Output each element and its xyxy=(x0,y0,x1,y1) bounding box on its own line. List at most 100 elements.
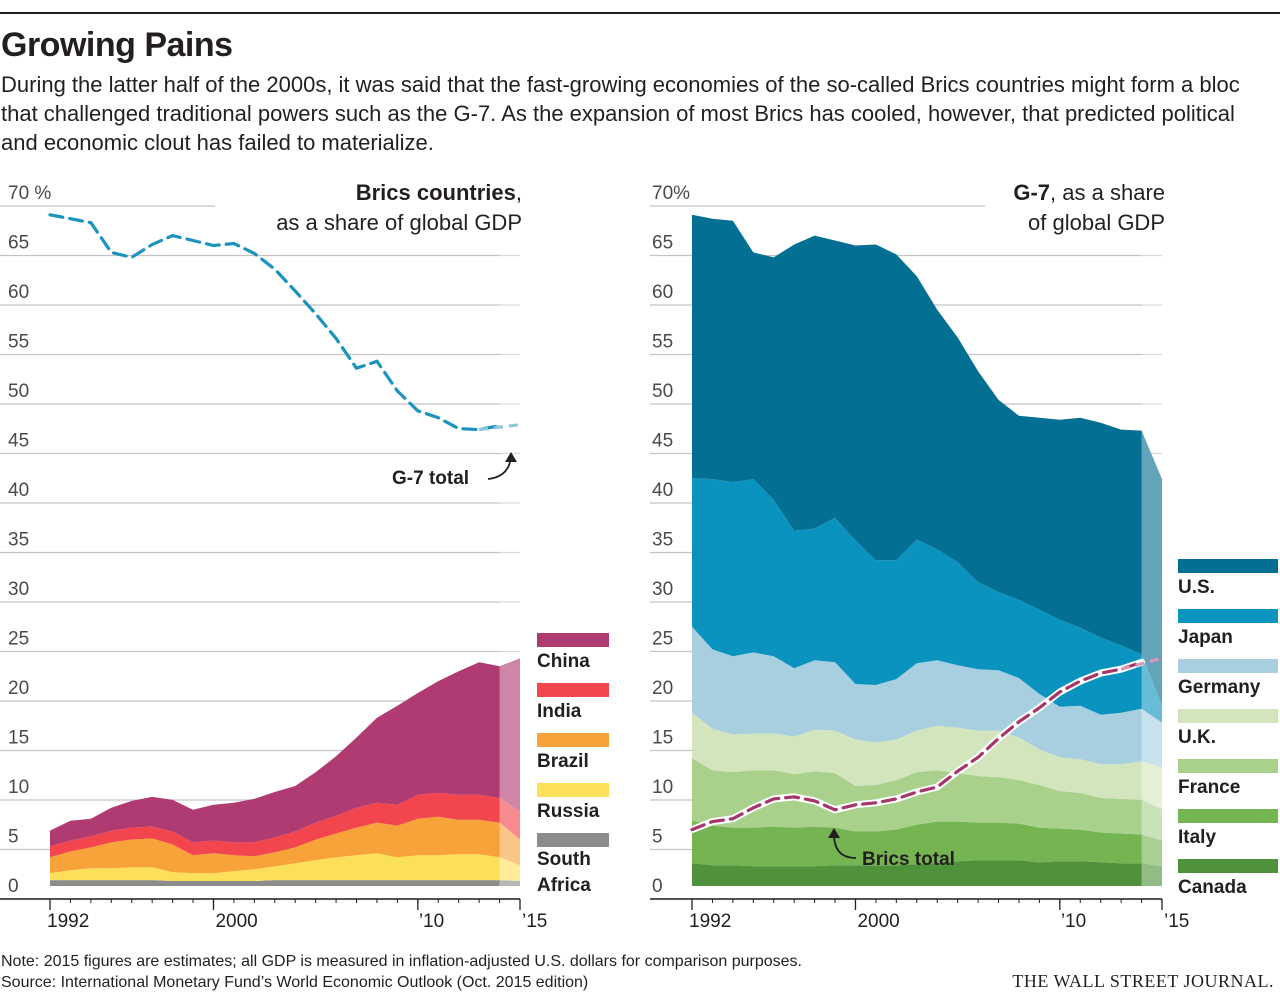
area-china xyxy=(50,658,520,847)
y-tick-label: 30 xyxy=(652,579,673,600)
legend-swatch-u-s- xyxy=(1178,559,1278,573)
area-south-africa xyxy=(50,880,520,886)
areas-0 xyxy=(50,658,520,886)
x-tick-label: 2000 xyxy=(215,911,257,932)
area-canada xyxy=(692,860,1162,886)
legend-swatch-india xyxy=(537,683,609,697)
area-u-k- xyxy=(692,712,1162,809)
y-tick-label: 70 % xyxy=(8,183,51,204)
panel-title-name: Brics countries xyxy=(356,180,516,205)
areas-1 xyxy=(692,214,1162,886)
annotation-arrowhead xyxy=(505,452,517,462)
chart-title: Growing Pains xyxy=(1,26,233,64)
y-tick-label: 55 xyxy=(652,332,673,353)
area-italy xyxy=(692,820,1162,867)
estimate-overlay xyxy=(1141,183,1163,888)
y-tick-label: 60 xyxy=(8,282,29,303)
estimate-overlay xyxy=(499,183,521,888)
x-tick-label: ’15 xyxy=(522,911,547,932)
area-germany xyxy=(692,626,1162,768)
panel-title: Brics countries, xyxy=(356,180,522,205)
area-brazil xyxy=(50,816,520,874)
y-tick-label: 40 xyxy=(8,480,29,501)
annotation-g7-total: G-7 total xyxy=(392,468,469,489)
y-tick-label: 35 xyxy=(8,530,29,551)
legend-label: South xyxy=(537,849,591,870)
panel-title: G-7, as a share xyxy=(1013,180,1165,205)
panel-subtitle: , xyxy=(516,180,522,205)
legend-label: Italy xyxy=(1178,827,1216,848)
y-tick-label: 45 xyxy=(8,431,29,452)
legend-swatch-germany xyxy=(1178,659,1278,673)
y-tick-label: 25 xyxy=(652,629,673,650)
y-tick-label: 30 xyxy=(8,579,29,600)
legend-label: Germany xyxy=(1178,677,1261,698)
x-tick-label: ’15 xyxy=(1164,911,1189,932)
legend-label: Canada xyxy=(1178,877,1247,898)
footnote: Note: 2015 figures are estimates; all GD… xyxy=(1,953,802,970)
legend-label: U.K. xyxy=(1178,727,1216,748)
legend-swatch-canada xyxy=(1178,859,1278,873)
x-tick-label: 2000 xyxy=(857,911,899,932)
area-france xyxy=(692,758,1162,841)
legend-swatch-china xyxy=(537,633,609,647)
y-tick-label: 25 xyxy=(8,629,29,650)
estimate-line xyxy=(478,423,521,432)
y-tick-label: 20 xyxy=(652,678,673,699)
legend-label: China xyxy=(537,651,590,672)
y-tick-label: 50 xyxy=(652,381,673,402)
panel-subtitle: as a share of global GDP xyxy=(276,210,522,235)
y-tick-label: 15 xyxy=(652,728,673,749)
y-tick-label: 10 xyxy=(8,777,29,798)
panel-subtitle: of global GDP xyxy=(1028,210,1165,235)
y-tick-label: 55 xyxy=(8,332,29,353)
legend-swatch-france xyxy=(1178,759,1278,773)
source-note: Source: International Monetary Fund’s Wo… xyxy=(1,974,589,991)
x-tick-label: 1992 xyxy=(47,911,89,932)
legend-swatch-brazil xyxy=(537,733,609,747)
area-u-s- xyxy=(692,214,1162,706)
panel-title-name: G-7 xyxy=(1013,180,1050,205)
estimate-line xyxy=(1120,656,1163,671)
area-russia xyxy=(50,853,520,881)
y-tick-label: 15 xyxy=(8,728,29,749)
x-tick-label: ’10 xyxy=(419,911,444,932)
legend-label: Brazil xyxy=(537,751,589,772)
y-tick-label: 70% xyxy=(652,183,690,204)
legend-label: France xyxy=(1178,777,1240,798)
y-tick-label: 60 xyxy=(652,282,673,303)
legend-label: U.S. xyxy=(1178,577,1215,598)
brics-total-line xyxy=(690,660,1144,832)
y-tick-label: 50 xyxy=(8,381,29,402)
area-india xyxy=(50,792,520,858)
x-tick-label: 1992 xyxy=(689,911,731,932)
legend-swatch-russia xyxy=(537,783,609,797)
legend-swatch-u-k- xyxy=(1178,709,1278,723)
legend-swatch-japan xyxy=(1178,609,1278,623)
y-tick-label: 5 xyxy=(8,827,19,848)
g7-total-line xyxy=(48,213,502,432)
y-tick-label: 20 xyxy=(8,678,29,699)
legend-label: Russia xyxy=(537,801,600,822)
panel-subtitle: , as a share xyxy=(1050,180,1165,205)
top-rule xyxy=(0,12,1280,14)
y-tick-label: 5 xyxy=(652,827,663,848)
x-tick-label: ’10 xyxy=(1061,911,1086,932)
annotation-arrowhead xyxy=(828,828,840,838)
y-tick-label: 65 xyxy=(8,233,29,254)
legend-swatch-italy xyxy=(1178,809,1278,823)
legend-label: India xyxy=(537,701,582,722)
y-tick-label: 0 xyxy=(652,876,663,897)
y-tick-label: 40 xyxy=(652,480,673,501)
legend-label: Africa xyxy=(537,875,591,896)
y-tick-label: 0 xyxy=(8,876,19,897)
publisher-logo: THE WALL STREET JOURNAL. xyxy=(1012,971,1274,991)
y-tick-label: 35 xyxy=(652,530,673,551)
legend-label: Japan xyxy=(1178,627,1233,648)
annotation-brics-total: Brics total xyxy=(862,849,955,870)
y-tick-label: 65 xyxy=(652,233,673,254)
chart-subtitle: During the latter half of the 2000s, it … xyxy=(1,72,1240,155)
legend-swatch-south-africa xyxy=(537,833,609,847)
area-japan xyxy=(692,478,1162,723)
